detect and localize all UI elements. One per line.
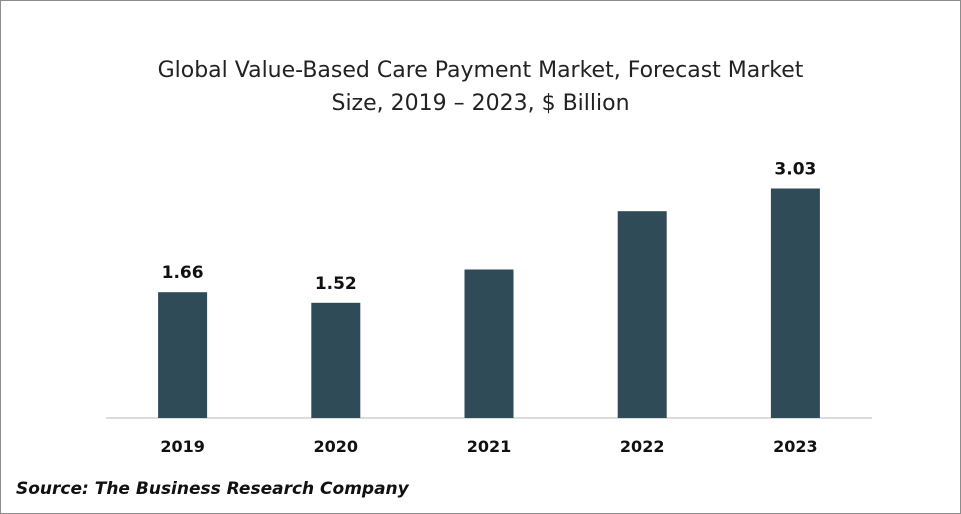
chart-title-line-1: Global Value-Based Care Payment Market, … [157, 58, 804, 83]
x-tick-label-2021: 2021 [467, 437, 512, 456]
source-note: Source: The Business Research Company [16, 479, 409, 499]
bar-2022 [617, 211, 667, 418]
data-labels-group: 1.66 1.52 3.03 [162, 160, 817, 294]
chart-title: Global Value-Based Care Payment Market, … [0, 54, 961, 120]
data-label-2023: 3.03 [774, 160, 816, 180]
data-label-2019: 1.66 [162, 263, 204, 283]
x-tick-labels-group: 2019 2020 2021 2022 2023 [160, 437, 817, 456]
x-tick-label-2019: 2019 [160, 437, 205, 456]
x-tick-label-2023: 2023 [773, 437, 818, 456]
bar-2020 [311, 302, 361, 418]
bar-2023 [770, 188, 820, 418]
x-tick-label-2022: 2022 [620, 437, 665, 456]
bar-2019 [158, 292, 208, 418]
bars-group [158, 188, 820, 418]
chart-title-line-2: Size, 2019 – 2023, $ Billion [331, 91, 630, 116]
data-label-2020: 1.52 [315, 274, 357, 294]
bar-2021 [464, 269, 514, 418]
x-tick-label-2020: 2020 [314, 437, 359, 456]
